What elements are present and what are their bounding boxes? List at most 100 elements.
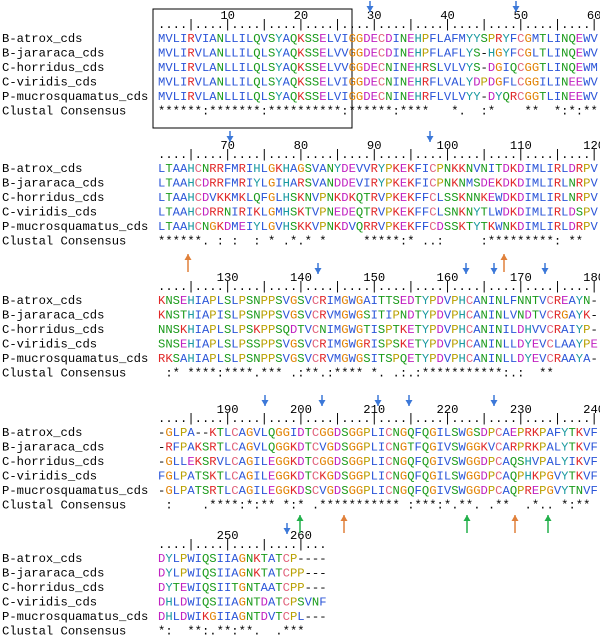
ruler-number: 150 [363, 271, 385, 285]
ruler-number: 210 [363, 403, 385, 417]
sequence-name: C-horridus_cds [2, 323, 104, 337]
arrow [500, 254, 508, 272]
sequence: DHLDWIKGIIAGNTDVTCPL--- [158, 610, 327, 624]
arrow [463, 515, 471, 533]
arrow-head [283, 528, 291, 534]
sequence-name: C-viridis_cds [2, 338, 97, 352]
sequence-name: B-atrox_cds [2, 294, 82, 308]
arrow [340, 515, 348, 533]
ruler: ....|....|....|....|....|....|....|....|… [158, 148, 598, 162]
arrow-head [318, 400, 326, 406]
arrow [511, 515, 519, 533]
arrow-head [490, 268, 498, 274]
sequence-name: B-jararaca_cds [2, 309, 104, 323]
highlight-box [152, 8, 353, 129]
ruler-number: 70 [220, 139, 235, 153]
sequence: -GLPA--KTLCAGVLQGGIDTCGGDSGGPLICNGQFQGIL… [158, 426, 598, 440]
arrow [512, 1, 520, 12]
sequence-name: B-jararaca_cds [2, 441, 104, 455]
arrow-head [296, 515, 304, 521]
arrow [541, 263, 549, 274]
consensus-label: Clustal Consensus [2, 105, 126, 119]
sequence-name: P-mucrosquamatus_cds [2, 484, 148, 498]
sequence: -RFPAKSRTLCAGVLQGGKDTCVGDSGGPLICNGTFQGIV… [158, 441, 598, 455]
ruler-number: 240 [583, 403, 600, 417]
sequence: LTAAHCDVKKMKLQFGLHSKNVPNKDKQTRVPKEKFFCLS… [158, 191, 598, 205]
sequence-name: P-mucrosquamatus_cds [2, 220, 148, 234]
ruler-number: 40 [440, 9, 455, 23]
arrow [366, 1, 374, 12]
sequence-name: P-mucrosquamatus_cds [2, 610, 148, 624]
sequence: KNSTHIAPISLPSNPPSVGSVCRVMGWGSITIPNDTYPDV… [158, 309, 598, 323]
arrow-head [366, 6, 374, 12]
sequence: LTAAHCDRRNIRIKLGMHSKTVPNEDEQTRVPKEKFFCLS… [158, 206, 598, 220]
ruler-number: 180 [583, 271, 600, 285]
arrow [296, 515, 304, 533]
sequence: MVLIRVLANLLILQLSYAQKSSELVVGGDECDINEHPFLA… [158, 47, 598, 61]
sequence: MVLIRVIANLLILQVSYAQKSSELVIGGDECDINEHPFLA… [158, 32, 598, 46]
sequence: DYLPWIQSIIAGNKTATCP---- [158, 552, 327, 566]
consensus-label: Clustal Consensus [2, 499, 126, 513]
sequence: SNSEHIAPLSLPSSPPSVGSVCRIMGWGRISPSKETYPDV… [158, 338, 598, 352]
arrow-head [500, 254, 508, 260]
sequence: KNSEHIAPLSLPSNPPSVGSVCRIMGWGAITTSEDTYPDV… [158, 294, 598, 308]
ruler-number: 90 [367, 139, 382, 153]
sequence-name: C-horridus_cds [2, 61, 104, 75]
ruler-number: 140 [290, 271, 312, 285]
ruler-number: 220 [437, 403, 459, 417]
arrow [462, 263, 470, 274]
consensus: ******:*******:**********:******:**** *.… [158, 105, 598, 119]
arrow-head [512, 6, 520, 12]
sequence: -GLPATSRTLCAGILEGGKDSCVGDSGGPLICNGQFQGIV… [158, 484, 598, 498]
arrow [184, 254, 192, 272]
arrow [314, 263, 322, 274]
consensus-label: Clustal Consensus [2, 367, 126, 381]
arrow-head [340, 515, 348, 521]
arrow-head [405, 400, 413, 406]
arrow [283, 523, 291, 534]
arrow-head [462, 268, 470, 274]
arrow [490, 263, 498, 274]
sequence: DYLPWIQSIIAGNKTATCPP--- [158, 567, 327, 581]
ruler: ....|....|....|....|... [158, 538, 327, 552]
sequence-name: C-horridus_cds [2, 191, 104, 205]
arrow [426, 131, 434, 142]
ruler-number: 130 [217, 271, 239, 285]
arrow [544, 515, 552, 533]
arrow-head [226, 136, 234, 142]
sequence-name: B-atrox_cds [2, 426, 82, 440]
ruler-number: 200 [290, 403, 312, 417]
sequence-name: B-jararaca_cds [2, 47, 104, 61]
sequence-name: C-viridis_cds [2, 470, 97, 484]
sequence-name: C-horridus_cds [2, 455, 104, 469]
ruler-number: 160 [437, 271, 459, 285]
arrow [261, 395, 269, 406]
ruler-number: 50 [514, 9, 529, 23]
arrow-head [426, 136, 434, 142]
sequence: LTAAHCDRRFMRIYLGIHARSVANDDEVIRYPKEKFICPN… [158, 177, 598, 191]
ruler-number: 120 [583, 139, 600, 153]
consensus: *: **:.**:**. .*** [158, 625, 305, 639]
sequence-name: B-jararaca_cds [2, 567, 104, 581]
ruler: ....|....|....|....|....|....|....|....|… [158, 18, 598, 32]
ruler-number: 260 [290, 529, 312, 543]
ruler-number: 20 [294, 9, 309, 23]
sequence: DYTEWIQSIITGNTAATCPP--- [158, 581, 327, 595]
sequence: DHLDWIQSIIAGNTDATCPSVNF [158, 596, 327, 610]
sequence: -GLLEKSRVLCAGILEGGKDTCGGDSGGPLICNGQFQGIV… [158, 455, 598, 469]
ruler-number: 30 [367, 9, 382, 23]
consensus: : .****:*:** *:* .*********** :***:*.**.… [158, 499, 590, 513]
arrow-head [544, 515, 552, 521]
consensus-label: Clustal Consensus [2, 235, 126, 249]
sequence-name: B-atrox_cds [2, 162, 82, 176]
ruler-number: 170 [510, 271, 532, 285]
ruler: ....|....|....|....|....|....|....|....|… [158, 280, 598, 294]
sequence: MVLIRVLANLLILQLSYAQKSSELVIGGDECNINEHRFLV… [158, 76, 598, 90]
sequence: LTAAHCNGKDMEIYLGVHSKKVPNKDVQRRVPKEKFFCDS… [158, 220, 598, 234]
ruler-number: 190 [217, 403, 239, 417]
ruler: ....|....|....|....|....|....|....|....|… [158, 412, 598, 426]
arrow-head [490, 400, 498, 406]
sequence-name: P-mucrosquamatus_cds [2, 352, 148, 366]
sequence: RKSAHIAPLSLPSNPPSVGSVCRVMGWGSITSPQETYPDV… [158, 352, 598, 366]
sequence-name: C-viridis_cds [2, 76, 97, 90]
